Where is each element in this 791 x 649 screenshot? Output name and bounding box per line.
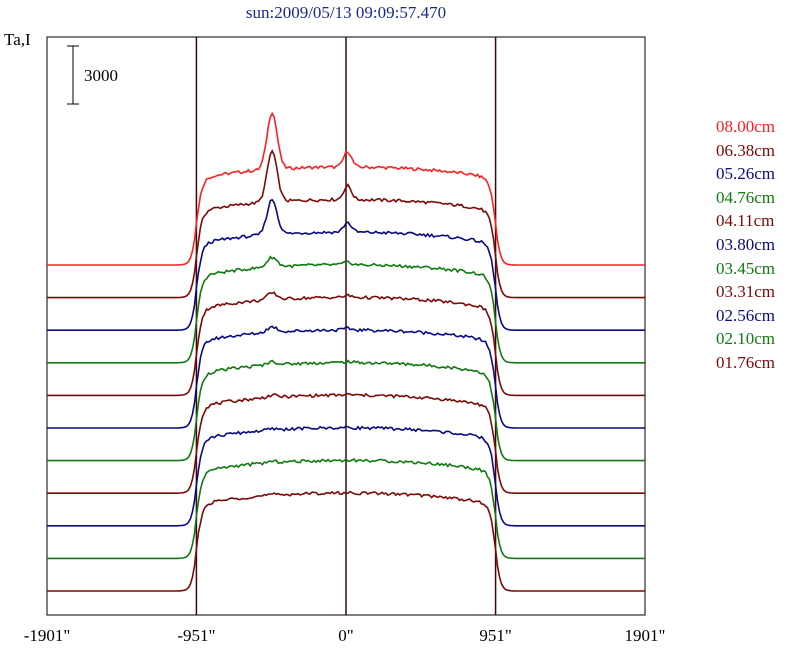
series-line-03-31cm [47,392,645,494]
series-line-03-45cm [47,359,645,462]
legend-item: 02.10cm [716,329,776,349]
series-line-04-11cm [47,291,645,397]
legend-item: 03.80cm [716,235,776,254]
legend-item: 06.38cm [716,140,776,160]
series-line-04-76cm [47,255,645,364]
legend-item: 02.56cm [716,305,776,325]
scale-bar-label: 3000 [84,66,118,85]
legend-item: 08.00cm [716,117,776,136]
series-line-02-56cm [47,425,645,527]
series-line-01-76cm [47,490,645,592]
legend-item: 03.31cm [716,282,776,302]
series-line-02-10cm [47,457,645,560]
x-tick-label: 1901" [625,626,666,645]
x-tick-label: -951" [177,626,215,645]
series-line-03-80cm [47,325,645,429]
legend-item: 05.26cm [716,164,776,184]
series-line-06-38cm [47,149,645,299]
x-tick-label: -1901" [24,626,71,645]
y-axis-label: Ta,I [4,30,31,49]
x-tick-label: 951" [479,626,511,645]
legend-item: 03.45cm [716,258,776,278]
series-line-08-00cm [47,111,645,266]
legend-item: 04.76cm [716,187,776,207]
legend-item: 01.76cm [716,353,776,372]
x-tick-label: 0" [338,626,353,645]
chart-title: sun:2009/05/13 09:09:57.470 [245,3,447,22]
legend-item: 04.11cm [716,211,775,231]
series-line-05-26cm [47,198,645,331]
